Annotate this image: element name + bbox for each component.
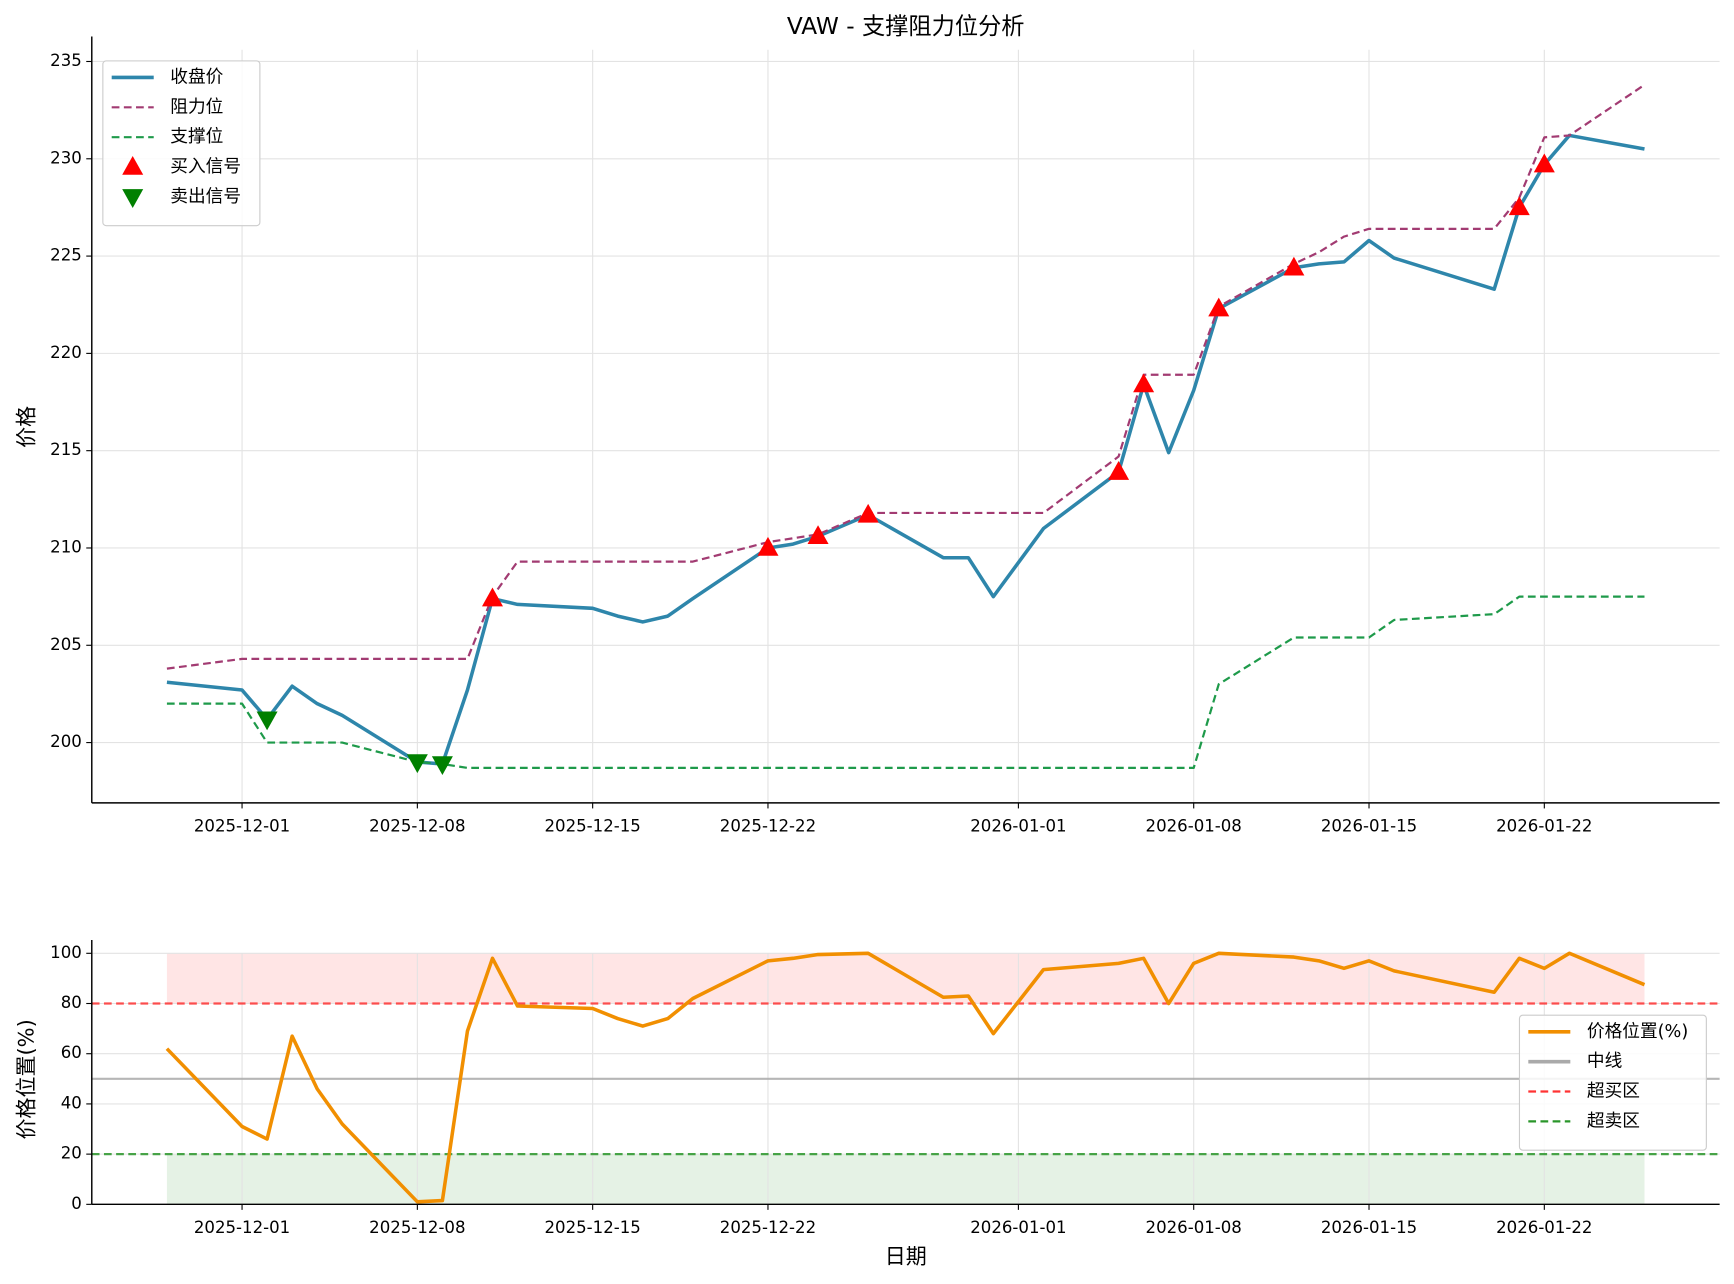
x-tick-label: 2026-01-15 bbox=[1321, 817, 1417, 836]
y-tick-label: 60 bbox=[61, 1043, 82, 1062]
y-tick-label: 20 bbox=[61, 1144, 82, 1163]
legend-label: 超买区 bbox=[1587, 1081, 1640, 1102]
x-tick-label: 2026-01-01 bbox=[970, 817, 1066, 836]
x-tick-label: 2025-12-08 bbox=[369, 1218, 465, 1237]
x-tick-label: 2026-01-01 bbox=[970, 1218, 1066, 1237]
x-tick-label: 2025-12-08 bbox=[369, 817, 465, 836]
signal-marker bbox=[1508, 196, 1530, 216]
x-tick-label: 2025-12-22 bbox=[720, 817, 816, 836]
x-tick-label: 2025-12-15 bbox=[544, 1218, 640, 1237]
x-tick-label: 2026-01-08 bbox=[1146, 1218, 1242, 1237]
signal-marker bbox=[431, 756, 453, 776]
y-tick-label: 230 bbox=[50, 148, 82, 167]
y-tick-label: 220 bbox=[50, 343, 82, 362]
legend-label: 买入信号 bbox=[170, 156, 241, 177]
legend-box bbox=[1518, 1014, 1707, 1151]
x-tick-label: 2026-01-22 bbox=[1496, 1218, 1592, 1237]
y-tick-label: 40 bbox=[61, 1093, 82, 1112]
legend-label: 价格位置(%) bbox=[1587, 1021, 1688, 1042]
signal-marker bbox=[857, 503, 879, 523]
signal-marker bbox=[1283, 256, 1305, 276]
y-tick-label: 215 bbox=[50, 440, 82, 459]
y-tick-label: 235 bbox=[50, 51, 82, 70]
y-axis-label: 价格 bbox=[14, 406, 39, 448]
signal-marker bbox=[406, 754, 428, 774]
legend-label: 卖出信号 bbox=[170, 186, 241, 207]
x-tick-label: 2026-01-15 bbox=[1321, 1218, 1417, 1237]
legend-label: 中线 bbox=[1587, 1051, 1623, 1072]
series-line bbox=[166, 133, 1645, 766]
signal-marker bbox=[256, 711, 278, 731]
legend-label: 阻力位 bbox=[170, 96, 223, 117]
zone-band bbox=[166, 953, 1645, 1004]
x-tick-label: 2025-12-15 bbox=[544, 817, 640, 836]
y-tick-label: 210 bbox=[50, 537, 82, 556]
legend-label: 超卖区 bbox=[1587, 1110, 1640, 1131]
plot-area: 0 20 40 60 80 100 2025-12-01 2025-12-08 2025-12-… bbox=[50, 940, 1720, 1237]
signal-marker bbox=[1208, 297, 1230, 317]
x-tick-label: 2026-01-22 bbox=[1496, 817, 1592, 836]
signal-marker bbox=[807, 525, 829, 545]
series-line bbox=[166, 83, 1646, 670]
signal-marker bbox=[757, 536, 779, 556]
signal-marker bbox=[1133, 373, 1155, 393]
signal-marker bbox=[1108, 461, 1130, 480]
x-tick-label: 2026-01-08 bbox=[1146, 817, 1242, 836]
zone-band bbox=[166, 1154, 1645, 1205]
x-tick-label: 2025-12-01 bbox=[194, 1218, 290, 1237]
chart-title: VAW - 支撑阻力位分析 bbox=[787, 13, 1025, 40]
y-tick-label: 100 bbox=[50, 943, 82, 962]
y-tick-label: 80 bbox=[61, 993, 82, 1012]
legend-box bbox=[102, 60, 261, 227]
legend-swatch bbox=[122, 189, 144, 208]
signal-marker bbox=[481, 587, 503, 607]
y-tick-label: 225 bbox=[50, 246, 82, 265]
y-axis-label: 价格位置(%) bbox=[14, 1019, 39, 1139]
legend-swatch bbox=[122, 155, 144, 175]
y-tick-label: 0 bbox=[71, 1194, 82, 1213]
x-tick-label: 2025-12-22 bbox=[720, 1218, 816, 1237]
x-tick-label: 2025-12-01 bbox=[194, 817, 290, 836]
series-line bbox=[166, 595, 1645, 769]
series-line bbox=[165, 951, 1646, 1204]
signal-marker bbox=[1533, 153, 1555, 173]
x-axis-label: 日期 bbox=[885, 1243, 927, 1268]
y-tick-label: 205 bbox=[50, 635, 82, 654]
plot-area: 200 205 210 215 220 225 230 235 2025-12-01 2025-1… bbox=[50, 36, 1720, 836]
legend-label: 支撑位 bbox=[170, 126, 223, 147]
y-tick-label: 200 bbox=[50, 732, 82, 751]
legend-label: 收盘价 bbox=[170, 66, 223, 87]
